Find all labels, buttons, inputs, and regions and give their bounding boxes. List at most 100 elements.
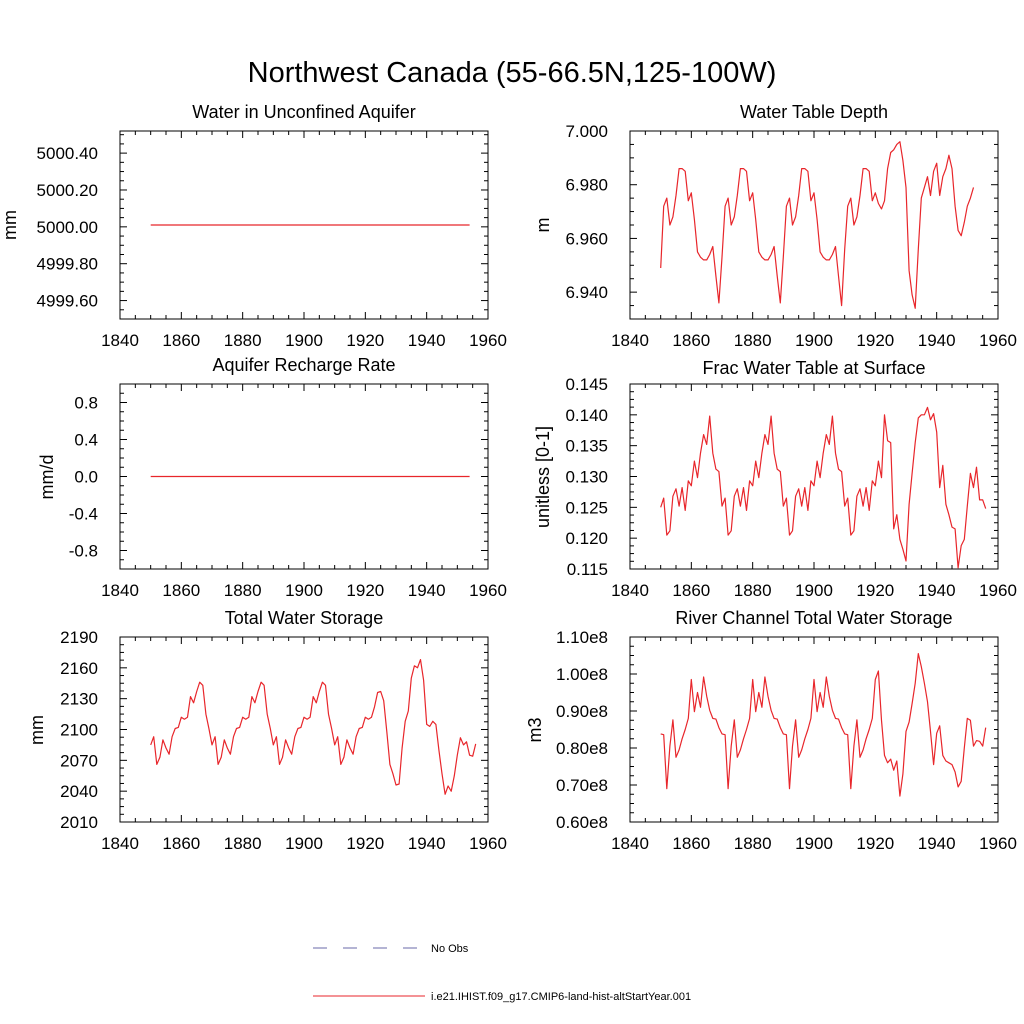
y-tick-label: 2130 — [60, 690, 98, 709]
series-line — [660, 141, 975, 309]
y-tick-label: 6.980 — [565, 176, 608, 195]
y-tick-label: 6.940 — [565, 283, 608, 302]
x-tick-label: 1920 — [856, 581, 894, 600]
x-tick-label: 1840 — [101, 834, 139, 853]
y-tick-label: 2190 — [60, 628, 98, 647]
x-tick-label: 1960 — [979, 331, 1017, 350]
y-tick-label: 0.60e8 — [556, 813, 608, 832]
y-tick-label: 0.115 — [567, 560, 608, 579]
series-line — [150, 658, 477, 795]
x-tick-label: 1840 — [611, 834, 649, 853]
x-tick-label: 1940 — [918, 331, 956, 350]
plot-frame — [629, 130, 999, 320]
x-tick-label: 1880 — [734, 331, 772, 350]
x-tick-label: 1840 — [101, 331, 139, 350]
x-tick-label: 1960 — [979, 834, 1017, 853]
y-tick-label: 0.130 — [565, 468, 608, 487]
y-axis-label: mm/d — [37, 455, 57, 500]
x-tick-label: 1900 — [795, 331, 833, 350]
y-tick-label: 0.90e8 — [556, 702, 608, 721]
x-tick-label: 1900 — [795, 581, 833, 600]
x-tick-label: 1860 — [162, 331, 200, 350]
y-tick-label: 5000.00 — [37, 218, 98, 237]
y-tick-label: 4999.80 — [37, 255, 98, 274]
x-tick-label: 1900 — [795, 834, 833, 853]
x-tick-label: 1940 — [918, 834, 956, 853]
series-line — [660, 652, 987, 797]
y-axis-label: m3 — [525, 717, 545, 742]
panel-title: Water in Unconfined Aquifer — [192, 102, 415, 122]
y-tick-label: 2070 — [60, 751, 98, 770]
panel-water-in-unconfined-aquifer: Water in Unconfined Aquifer mm 1840 1860 1… — [0, 102, 507, 350]
panel-water-table-depth: Water Table Depth m 1840 1860 1880 1900 1920… — [533, 102, 1017, 350]
y-tick-label: -0.4 — [69, 505, 98, 524]
y-tick-label: 1.00e8 — [556, 665, 608, 684]
plot-frame — [629, 383, 999, 570]
y-tick-label: 0.140 — [565, 406, 608, 425]
panel-title: River Channel Total Water Storage — [675, 608, 952, 628]
x-tick-label: 1840 — [101, 581, 139, 600]
y-tick-label: 5000.20 — [37, 181, 98, 200]
y-tick-label: 2010 — [60, 813, 98, 832]
y-tick-label: 1.10e8 — [556, 628, 608, 647]
x-tick-label: 1960 — [469, 331, 507, 350]
legend-label-model-run: i.e21.IHIST.f09_g17.CMIP6-land-hist-altS… — [431, 991, 691, 1003]
y-tick-label: 0.80e8 — [556, 739, 608, 758]
x-tick-label: 1920 — [856, 331, 894, 350]
y-tick-label: -0.8 — [69, 542, 98, 561]
y-tick-label: 0.125 — [565, 498, 608, 517]
panel-title: Frac Water Table at Surface — [702, 358, 925, 378]
x-tick-label: 1860 — [162, 581, 200, 600]
x-tick-label: 1940 — [408, 834, 446, 853]
y-tick-label: 2100 — [60, 721, 98, 740]
x-tick-label: 1960 — [469, 834, 507, 853]
panel-title: Aquifer Recharge Rate — [212, 355, 395, 375]
x-tick-label: 1940 — [408, 581, 446, 600]
x-tick-label: 1860 — [162, 834, 200, 853]
x-tick-label: 1840 — [611, 581, 649, 600]
legend-label-no-obs: No Obs — [431, 943, 469, 955]
legend: No Obs i.e21.IHIST.f09_g17.CMIP6-land-hi… — [313, 943, 691, 1003]
panel-river-channel-total-water-storage: River Channel Total Water Storage m3 184… — [525, 608, 1017, 853]
x-tick-label: 1920 — [346, 331, 384, 350]
y-axis-label: mm — [0, 210, 20, 240]
panel-aquifer-recharge-rate: Aquifer Recharge Rate mm/d 1840 1860 1880 1… — [37, 355, 507, 600]
x-tick-label: 1880 — [224, 834, 262, 853]
x-tick-label: 1880 — [734, 834, 772, 853]
panel-title: Total Water Storage — [225, 608, 383, 628]
x-tick-label: 1920 — [346, 581, 384, 600]
y-tick-label: 2160 — [60, 659, 98, 678]
y-tick-label: 0.8 — [74, 394, 98, 413]
x-tick-label: 1880 — [224, 331, 262, 350]
y-tick-label: 0.4 — [74, 431, 98, 450]
panel-title: Water Table Depth — [740, 102, 888, 122]
y-tick-label: 5000.40 — [37, 144, 98, 163]
x-tick-label: 1920 — [856, 834, 894, 853]
y-axis-label: unitless [0-1] — [533, 426, 553, 528]
x-tick-label: 1880 — [224, 581, 262, 600]
y-tick-label: 0.145 — [565, 375, 608, 394]
y-tick-label: 0.120 — [565, 529, 608, 548]
x-tick-label: 1860 — [672, 581, 710, 600]
x-tick-label: 1900 — [285, 834, 323, 853]
y-tick-label: 2040 — [60, 782, 98, 801]
y-tick-label: 7.000 — [565, 122, 608, 141]
y-axis-label: mm — [27, 715, 47, 745]
x-tick-label: 1880 — [734, 581, 772, 600]
x-tick-label: 1900 — [285, 331, 323, 350]
series-line — [660, 406, 987, 569]
x-tick-label: 1920 — [346, 834, 384, 853]
x-tick-label: 1840 — [611, 331, 649, 350]
x-tick-label: 1960 — [979, 581, 1017, 600]
panel-frac-water-table-at-surface: Frac Water Table at Surface unitless [0-… — [533, 358, 1017, 600]
x-tick-label: 1960 — [469, 581, 507, 600]
y-tick-label: 6.960 — [565, 229, 608, 248]
x-tick-label: 1900 — [285, 581, 323, 600]
y-axis-label: m — [533, 218, 553, 233]
y-tick-label: 0.0 — [74, 468, 98, 487]
y-tick-label: 0.135 — [565, 437, 608, 456]
x-tick-label: 1860 — [672, 331, 710, 350]
x-tick-label: 1940 — [408, 331, 446, 350]
panel-total-water-storage: Total Water Storage mm 1840 1860 1880 1900 1… — [27, 608, 507, 853]
